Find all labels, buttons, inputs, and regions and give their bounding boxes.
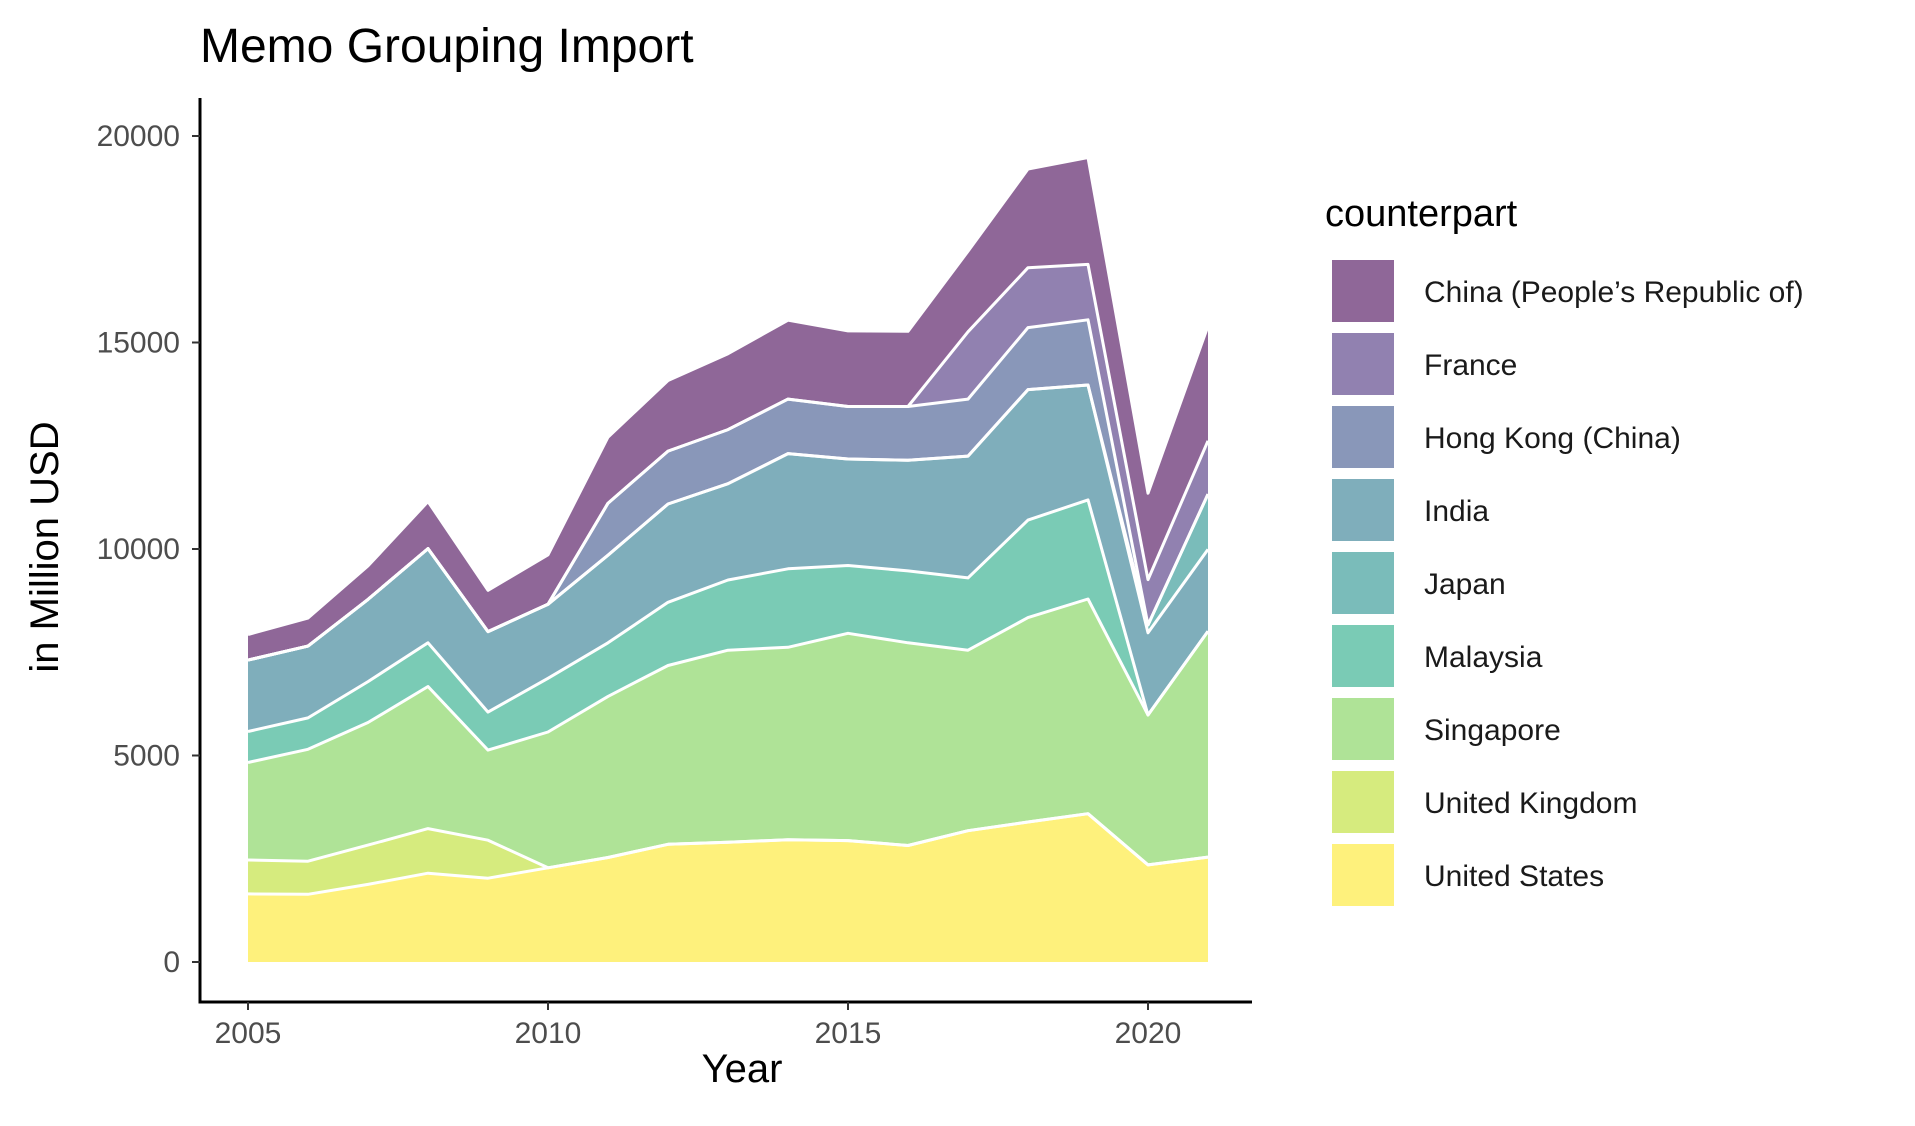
- x-tick-label: 2005: [215, 1017, 282, 1050]
- legend-swatch: [1332, 333, 1394, 395]
- y-axis-title: in Million USD: [23, 421, 67, 672]
- area-france: [248, 264, 1208, 661]
- legend: China (People’s Republic of) France Hong K…: [1332, 260, 1804, 906]
- legend-title: counterpart: [1325, 193, 1518, 235]
- area-outline-united-kingdom: [247, 812, 1209, 870]
- legend-label: Singapore: [1424, 714, 1561, 747]
- stacked-areas: [247, 156, 1210, 962]
- area-outline-china-people-s-republic-of: [247, 156, 1210, 636]
- y-tick-label: 10000: [97, 533, 180, 566]
- legend-swatch: [1332, 479, 1394, 541]
- area-china-people-s-republic-of: [248, 157, 1208, 661]
- area-united-kingdom: [248, 813, 1208, 895]
- area-outline-singapore: [247, 597, 1210, 764]
- x-tick-label: 2010: [515, 1017, 582, 1050]
- area-outline-france: [247, 262, 1210, 662]
- x-tick-label: 2015: [815, 1017, 882, 1050]
- area-singapore: [248, 599, 1208, 868]
- axis-ticks: 0 5000 10000 15000 20000 2005 2010 2015 2020: [97, 120, 1182, 1050]
- legend-label: Japan: [1424, 568, 1506, 601]
- legend-swatch: [1332, 625, 1394, 687]
- area-united-states: [248, 813, 1208, 962]
- area-malaysia: [248, 499, 1208, 763]
- legend-label: France: [1424, 349, 1517, 382]
- legend-label: United Kingdom: [1424, 787, 1637, 820]
- legend-label: India: [1424, 495, 1489, 528]
- legend-swatch: [1332, 406, 1394, 468]
- legend-label: Hong Kong (China): [1424, 422, 1681, 455]
- chart-title: Memo Grouping Import: [200, 20, 694, 73]
- legend-label: Malaysia: [1424, 641, 1543, 674]
- legend-label: United States: [1424, 860, 1604, 893]
- y-tick-label: 20000: [97, 120, 180, 153]
- area-outline-malaysia: [247, 498, 1210, 733]
- y-tick-label: 5000: [113, 740, 180, 773]
- legend-swatch: [1332, 844, 1394, 906]
- area-japan: [248, 385, 1208, 732]
- y-tick-label: 0: [163, 946, 180, 979]
- legend-swatch: [1332, 698, 1394, 760]
- x-axis-title: Year: [702, 1047, 783, 1091]
- legend-label: China (People’s Republic of): [1424, 276, 1804, 309]
- x-tick-label: 2020: [1115, 1017, 1182, 1050]
- legend-swatch: [1332, 771, 1394, 833]
- y-tick-label: 15000: [97, 327, 180, 360]
- area-hong-kong-china: [248, 319, 1208, 661]
- legend-swatch: [1332, 260, 1394, 322]
- legend-swatch: [1332, 552, 1394, 614]
